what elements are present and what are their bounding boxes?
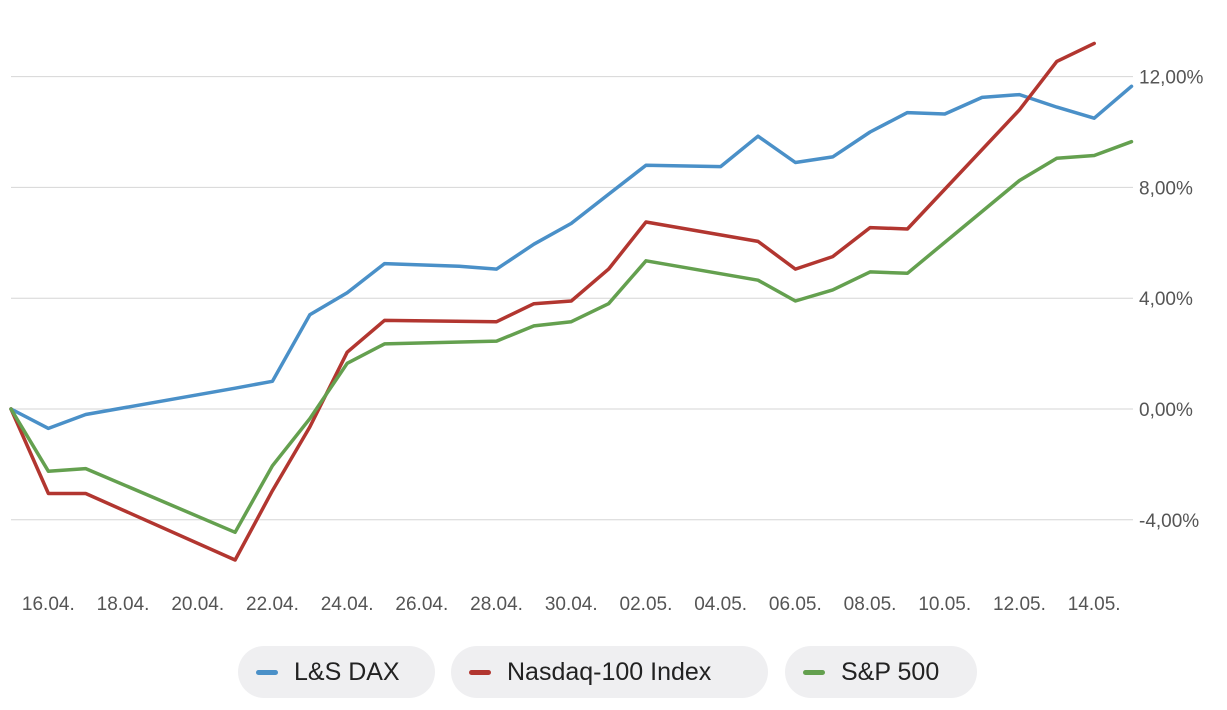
y-axis-tick-labels: -4,00% 0,00% 4,00% 8,00% 12,00% xyxy=(1139,68,1204,532)
legend: L&S DAX Nasdaq-100 Index S&P 500 xyxy=(0,646,1227,698)
legend-label: Nasdaq-100 Index xyxy=(507,657,712,686)
series-line-2 xyxy=(9,139,1134,535)
series-line-1 xyxy=(9,41,1096,562)
x-tick-label: 06.05. xyxy=(769,594,822,615)
line-chart: -4,00% 0,00% 4,00% 8,00% 12,00% 16.04. 18.04.… xyxy=(9,41,1204,615)
x-tick-label: 18.04. xyxy=(97,594,150,615)
x-tick-label: 08.05. xyxy=(844,594,897,615)
legend-item-sp-500[interactable]: S&P 500 xyxy=(785,646,977,698)
y-tick-label: 8,00% xyxy=(1139,178,1193,199)
legend-swatch-ls-dax xyxy=(256,669,278,675)
x-tick-label: 14.05. xyxy=(1068,594,1121,615)
series-lines xyxy=(9,41,1134,562)
x-tick-label: 12.05. xyxy=(993,594,1046,615)
y-tick-label: 12,00% xyxy=(1139,68,1204,89)
x-tick-label: 30.04. xyxy=(545,594,598,615)
x-tick-label: 22.04. xyxy=(246,594,299,615)
x-tick-label: 02.05. xyxy=(620,594,673,615)
legend-swatch-sp-500 xyxy=(803,669,825,675)
y-tick-label: 4,00% xyxy=(1139,289,1193,310)
x-tick-label: 04.05. xyxy=(694,594,747,615)
x-tick-label: 28.04. xyxy=(470,594,523,615)
legend-swatch-nasdaq-100 xyxy=(469,669,491,675)
x-axis-tick-labels: 16.04. 18.04. 20.04. 22.04. 24.04. 26.04. 28.0… xyxy=(22,594,1121,615)
y-tick-label: 0,00% xyxy=(1139,400,1193,421)
x-tick-label: 16.04. xyxy=(22,594,75,615)
series-line-0 xyxy=(9,84,1134,431)
legend-item-ls-dax[interactable]: L&S DAX xyxy=(238,646,435,698)
legend-item-nasdaq-100[interactable]: Nasdaq-100 Index xyxy=(451,646,768,698)
legend-label: L&S DAX xyxy=(294,657,400,686)
x-tick-label: 26.04. xyxy=(395,594,448,615)
y-tick-label: -4,00% xyxy=(1139,511,1199,532)
legend-label: S&P 500 xyxy=(841,657,940,686)
x-tick-label: 24.04. xyxy=(321,594,374,615)
x-tick-label: 10.05. xyxy=(918,594,971,615)
x-tick-label: 20.04. xyxy=(171,594,224,615)
